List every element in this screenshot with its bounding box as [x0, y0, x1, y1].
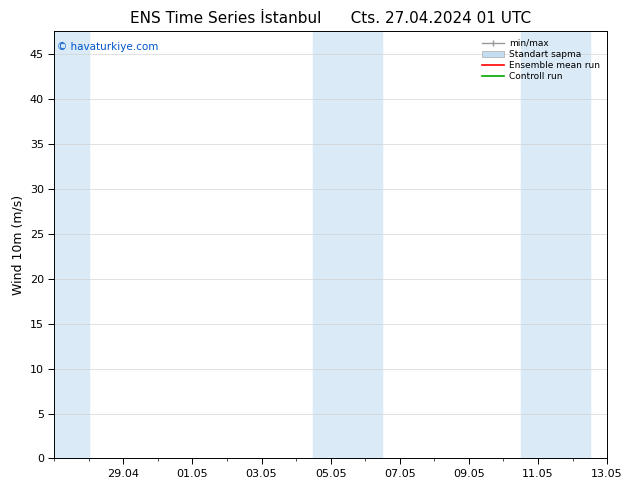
- Bar: [55, 31, 89, 459]
- Bar: [313, 31, 382, 459]
- Title: ENS Time Series İstanbul      Cts. 27.04.2024 01 UTC: ENS Time Series İstanbul Cts. 27.04.2024…: [130, 11, 531, 26]
- Y-axis label: Wind 10m (m/s): Wind 10m (m/s): [11, 195, 24, 295]
- Bar: [521, 31, 590, 459]
- Text: © havaturkiye.com: © havaturkiye.com: [57, 42, 158, 52]
- Legend: min/max, Standart sapma, Ensemble mean run, Controll run: min/max, Standart sapma, Ensemble mean r…: [479, 36, 602, 84]
